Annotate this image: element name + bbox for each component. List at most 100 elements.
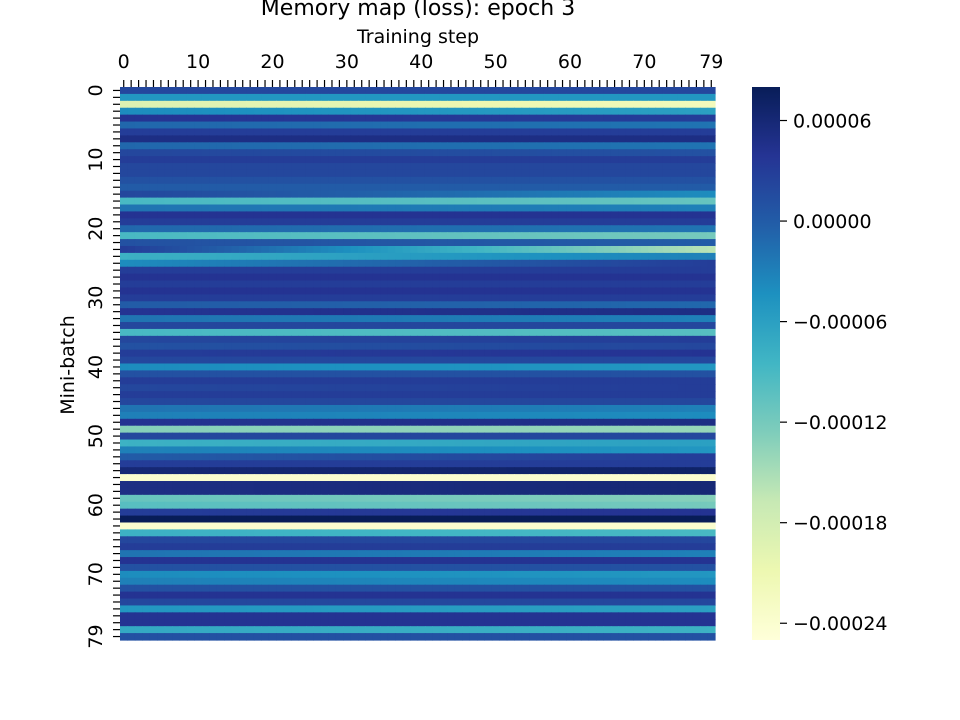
heatmap-cell bbox=[469, 356, 478, 365]
heatmap-cell bbox=[685, 411, 694, 420]
heatmap-cell bbox=[707, 252, 716, 261]
heatmap-cell bbox=[365, 328, 374, 337]
heatmap-cell bbox=[543, 474, 552, 482]
heatmap-cell bbox=[291, 432, 300, 441]
heatmap-cell bbox=[603, 363, 612, 372]
heatmap-cell bbox=[566, 176, 575, 185]
heatmap-cell bbox=[320, 439, 329, 448]
heatmap-cell bbox=[313, 377, 322, 385]
heatmap-cell bbox=[157, 163, 166, 171]
heatmap-cell bbox=[127, 301, 136, 309]
heatmap-cell bbox=[662, 252, 671, 261]
heatmap-cell bbox=[291, 149, 300, 157]
heatmap-cell bbox=[625, 411, 634, 420]
heatmap-cell bbox=[625, 328, 634, 337]
heatmap-cell bbox=[402, 197, 411, 206]
heatmap-cell bbox=[603, 266, 612, 275]
heatmap-cell bbox=[350, 197, 359, 206]
heatmap-cell bbox=[305, 287, 314, 295]
heatmap-cell bbox=[655, 93, 664, 102]
heatmap-cell bbox=[291, 176, 300, 185]
heatmap-cell bbox=[328, 107, 337, 116]
heatmap-cell bbox=[380, 190, 389, 199]
heatmap-cell bbox=[685, 508, 694, 517]
heatmap-cell bbox=[700, 273, 709, 282]
heatmap-cell bbox=[424, 508, 433, 517]
heatmap-cell bbox=[610, 107, 619, 116]
heatmap-cell bbox=[328, 453, 337, 461]
heatmap-cell bbox=[484, 100, 493, 109]
heatmap-cell bbox=[410, 432, 419, 441]
heatmap-cell bbox=[447, 315, 456, 323]
heatmap-cell bbox=[231, 239, 240, 247]
heatmap-cell bbox=[499, 294, 508, 302]
heatmap-cell bbox=[662, 273, 671, 282]
heatmap-cell bbox=[395, 149, 404, 157]
heatmap-cell bbox=[610, 418, 619, 427]
heatmap-cell bbox=[596, 239, 605, 247]
heatmap-cell bbox=[120, 315, 129, 323]
heatmap-cell bbox=[700, 425, 709, 434]
heatmap-cell bbox=[186, 439, 195, 448]
heatmap-cell bbox=[149, 453, 158, 461]
heatmap-cell bbox=[529, 259, 538, 268]
heatmap-cell bbox=[707, 280, 716, 289]
heatmap-cell bbox=[447, 418, 456, 427]
heatmap-cell bbox=[305, 301, 314, 309]
heatmap-cell bbox=[417, 232, 426, 240]
heatmap-cell bbox=[291, 245, 300, 254]
heatmap-cell bbox=[283, 273, 292, 282]
heatmap-cell bbox=[328, 328, 337, 337]
heatmap-cell bbox=[439, 252, 448, 261]
heatmap-cell bbox=[194, 439, 203, 448]
heatmap-cell bbox=[558, 342, 567, 351]
heatmap-cell bbox=[253, 252, 262, 261]
heatmap-cell bbox=[566, 280, 575, 289]
heatmap-cell bbox=[596, 163, 605, 171]
heatmap-cell bbox=[410, 149, 419, 157]
heatmap-cell bbox=[670, 287, 679, 295]
heatmap-cell bbox=[402, 377, 411, 385]
heatmap-cell bbox=[186, 128, 195, 136]
heatmap-cell bbox=[707, 259, 716, 268]
heatmap-cell bbox=[685, 107, 694, 116]
heatmap-cell bbox=[157, 515, 166, 524]
heatmap-cell bbox=[633, 315, 642, 323]
heatmap-cell bbox=[402, 411, 411, 420]
heatmap-cell bbox=[566, 494, 575, 503]
heatmap-cell bbox=[142, 294, 151, 302]
heatmap-cell bbox=[529, 356, 538, 365]
heatmap-cell bbox=[596, 398, 605, 406]
heatmap-cell bbox=[387, 460, 396, 468]
heatmap-cell bbox=[514, 453, 523, 461]
heatmap-cell bbox=[387, 370, 396, 378]
heatmap-cell bbox=[201, 342, 210, 351]
heatmap-cell bbox=[662, 287, 671, 295]
heatmap-cell bbox=[558, 197, 567, 206]
heatmap-cell bbox=[417, 391, 426, 399]
heatmap-cell bbox=[499, 211, 508, 219]
heatmap-cell bbox=[633, 508, 642, 517]
heatmap-cell bbox=[514, 460, 523, 468]
heatmap-cell bbox=[253, 107, 262, 116]
heatmap-cell bbox=[335, 377, 344, 385]
heatmap-cell bbox=[529, 218, 538, 226]
heatmap-cell bbox=[491, 156, 500, 164]
heatmap-cell bbox=[127, 335, 136, 344]
heatmap-cell bbox=[536, 280, 545, 289]
heatmap-cell bbox=[209, 322, 218, 330]
heatmap-cell bbox=[625, 377, 634, 385]
heatmap-cell bbox=[603, 508, 612, 517]
heatmap-cell bbox=[677, 301, 686, 309]
heatmap-cell bbox=[149, 460, 158, 468]
heatmap-cell bbox=[358, 197, 367, 206]
heatmap-cell bbox=[291, 453, 300, 461]
heatmap-cell bbox=[283, 225, 292, 233]
heatmap-cell bbox=[335, 342, 344, 351]
heatmap-cell bbox=[610, 315, 619, 323]
heatmap-cell bbox=[350, 218, 359, 226]
heatmap-cell bbox=[216, 301, 225, 309]
heatmap-cell bbox=[700, 418, 709, 427]
heatmap-cell bbox=[253, 335, 262, 344]
